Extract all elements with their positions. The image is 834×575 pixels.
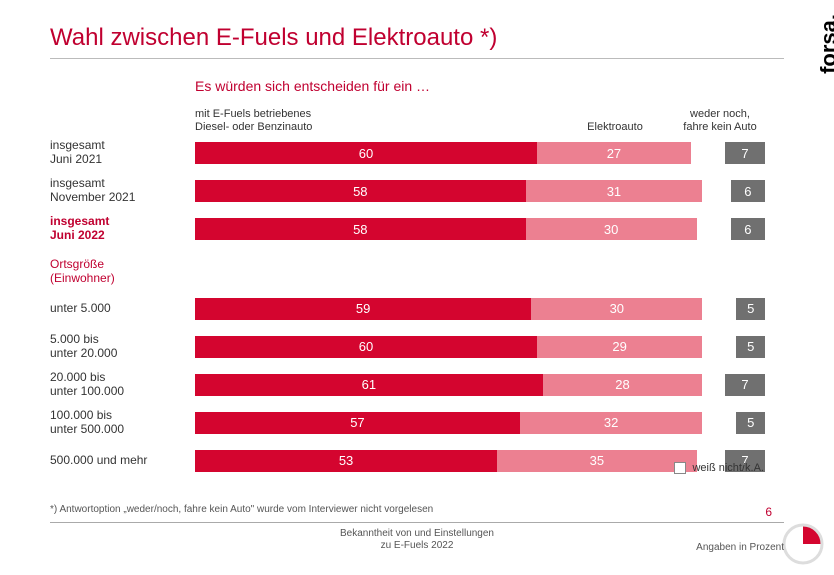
bar-track: 6029 5: [195, 336, 765, 358]
bar-segment-neither: 6: [731, 218, 765, 240]
row-label: unter 5.000: [50, 302, 195, 316]
bar-segment-elektro: 28: [543, 374, 703, 396]
footer-center-l2: zu E-Fuels 2022: [381, 540, 454, 551]
bar-segment-efuels: 57: [195, 412, 520, 434]
chart-row: insgesamtJuni 20225830 6: [50, 212, 765, 246]
bar-segment-elektro: 35: [497, 450, 697, 472]
bar-segment-blank: [702, 374, 725, 396]
bar-segment-elektro: 32: [520, 412, 702, 434]
bar-segment-efuels: 61: [195, 374, 543, 396]
bar-segment-blank: [702, 298, 736, 320]
legend: weiß nicht/k.A.: [674, 462, 764, 474]
footer-center: Bekanntheit von und Einstellungen zu E-F…: [340, 528, 494, 552]
chart-row: 20.000 bisunter 100.0006128 7: [50, 368, 765, 402]
column-headers: mit E-Fuels betriebenes Diesel- oder Ben…: [195, 98, 765, 134]
brand-logo: forsa.: [816, 14, 834, 74]
row-label: 100.000 bisunter 500.000: [50, 409, 195, 437]
legend-label: weiß nicht/k.A.: [692, 462, 764, 474]
bar-segment-efuels: 60: [195, 142, 537, 164]
bar-segment-efuels: 59: [195, 298, 531, 320]
bar-segment-elektro: 29: [537, 336, 702, 358]
subsection-header: Ortsgröße(Einwohner): [50, 258, 765, 286]
bar-track: 6027 7: [195, 142, 765, 164]
bar-segment-blank: [691, 142, 725, 164]
bar-track: 5732 5: [195, 412, 765, 434]
bar-track: 5930 5: [195, 298, 765, 320]
bar-segment-blank: [702, 412, 736, 434]
row-label: 5.000 bisunter 20.000: [50, 333, 195, 361]
bar-segment-neither: 7: [725, 142, 765, 164]
row-label: insgesamtJuni 2022: [50, 215, 195, 243]
chart-row: 500.000 und mehr53357: [50, 444, 765, 478]
footer-divider: [50, 522, 784, 523]
bar-segment-efuels: 58: [195, 180, 526, 202]
chart-row: 5.000 bisunter 20.0006029 5: [50, 330, 765, 364]
bar-segment-neither: 5: [736, 412, 765, 434]
corner-decoration-icon: [782, 523, 824, 565]
row-label: insgesamtJuni 2021: [50, 139, 195, 167]
bar-track: 5831 6: [195, 180, 765, 202]
chart-row: unter 5.0005930 5: [50, 292, 765, 326]
col-header-3: weder noch, fahre kein Auto: [675, 108, 765, 134]
bar-segment-elektro: 30: [531, 298, 702, 320]
bar-track: 6128 7: [195, 374, 765, 396]
bar-segment-blank: [702, 180, 731, 202]
page-number: 6: [765, 505, 772, 519]
slide-title: Wahl zwischen E-Fuels und Elektroauto *): [50, 24, 497, 52]
bar-segment-neither: 5: [736, 298, 765, 320]
title-divider: [50, 58, 784, 59]
bar-segment-neither: 7: [725, 374, 765, 396]
chart-row: 100.000 bisunter 500.0005732 5: [50, 406, 765, 440]
stacked-bar-chart: insgesamtJuni 202160277insgesamtNovember…: [50, 136, 765, 482]
row-label: 500.000 und mehr: [50, 454, 195, 468]
chart-row: insgesamtJuni 20216027 7: [50, 136, 765, 170]
bar-segment-elektro: 31: [526, 180, 703, 202]
bar-segment-blank: [697, 218, 731, 240]
col-header-1: mit E-Fuels betriebenes Diesel- oder Ben…: [195, 108, 365, 134]
bar-segment-efuels: 58: [195, 218, 526, 240]
row-label: 20.000 bisunter 100.000: [50, 371, 195, 399]
row-label: insgesamtNovember 2021: [50, 177, 195, 205]
col-header-2: Elektroauto: [575, 121, 655, 134]
footnote: *) Antwortoption „weder/noch, fahre kein…: [50, 504, 433, 515]
bar-segment-neither: 5: [736, 336, 765, 358]
footer-center-l1: Bekanntheit von und Einstellungen: [340, 528, 494, 539]
bar-segment-blank: [702, 336, 736, 358]
legend-swatch: [674, 462, 686, 474]
bar-segment-efuels: 53: [195, 450, 497, 472]
bar-segment-neither: 6: [731, 180, 765, 202]
slide: Wahl zwischen E-Fuels und Elektroauto *)…: [0, 0, 834, 575]
bar-segment-efuels: 60: [195, 336, 537, 358]
bar-segment-elektro: 30: [526, 218, 697, 240]
footer-right: Angaben in Prozent: [696, 542, 784, 553]
bar-track: 5830 6: [195, 218, 765, 240]
subtitle: Es würden sich entscheiden für ein …: [195, 78, 430, 94]
chart-row: insgesamtNovember 20215831 6: [50, 174, 765, 208]
bar-segment-elektro: 27: [537, 142, 691, 164]
